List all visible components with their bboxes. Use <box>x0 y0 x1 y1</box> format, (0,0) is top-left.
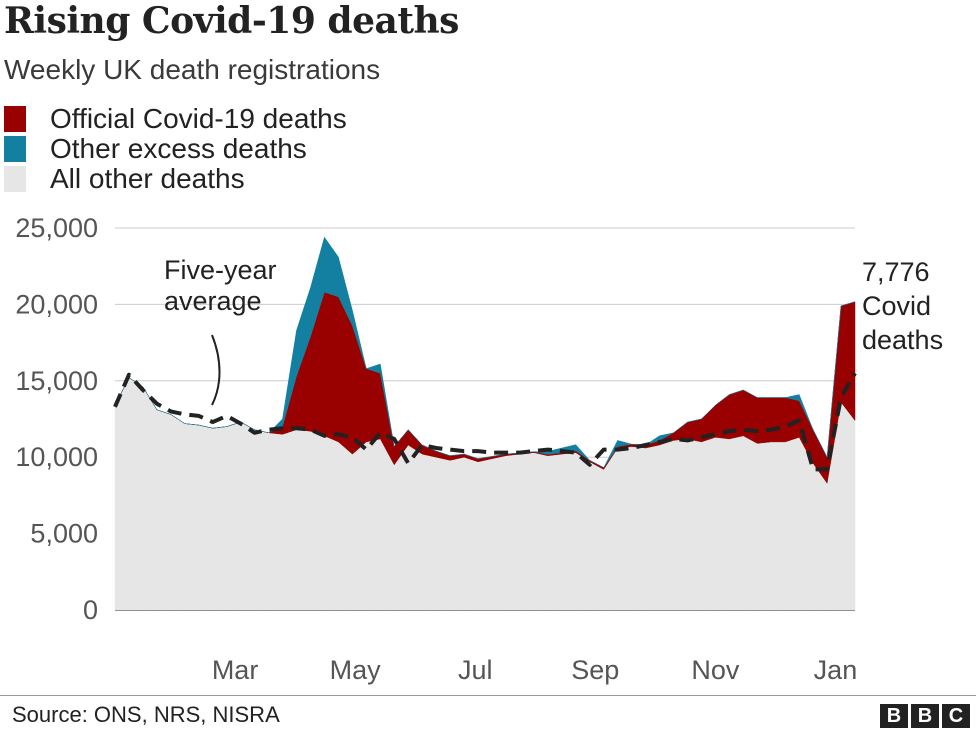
average-annotation-pointer <box>211 334 221 406</box>
legend-item-other: All other deaths <box>4 163 347 194</box>
legend-swatch-excess <box>4 136 26 162</box>
chart-plot: 0 5,000 10,000 15,000 20,000 25,000 Mar May Jul… <box>15 213 943 685</box>
legend-item-excess: Other excess deaths <box>4 133 347 164</box>
y-tick-label-15000: 15,000 <box>15 366 98 396</box>
y-axis-ticks: 0 5,000 10,000 15,000 20,000 25,000 <box>15 213 98 625</box>
y-tick-label-5000: 5,000 <box>30 519 98 549</box>
x-tick-label-mar: Mar <box>212 655 259 685</box>
bbc-logo-letter-c: C <box>942 704 970 728</box>
y-tick-label-20000: 20,000 <box>15 289 98 319</box>
chart-areas <box>114 236 856 611</box>
legend-swatch-other <box>4 166 26 192</box>
covid-annotation-line-1: 7,776 <box>862 257 930 287</box>
average-line-group <box>113 372 857 472</box>
legend-label-excess: Other excess deaths <box>50 133 307 164</box>
bbc-logo: B B C <box>880 704 970 728</box>
chart-title: Rising Covid-19 deaths <box>4 0 459 42</box>
x-tick-label-jul: Jul <box>458 655 493 685</box>
x-axis-ticks: Mar May Jul Sep Nov Jan <box>212 655 857 685</box>
area-other-excess-deaths <box>114 236 856 468</box>
y-tick-label-10000: 10,000 <box>15 442 98 472</box>
average-annotation-line-2: average <box>164 286 262 316</box>
legend: Official Covid-19 deaths Other excess de… <box>4 103 347 194</box>
chart-subtitle: Weekly UK death registrations <box>4 54 381 85</box>
legend-label-covid: Official Covid-19 deaths <box>50 103 347 134</box>
legend-label-other: All other deaths <box>50 163 245 194</box>
x-tick-label-nov: Nov <box>691 655 740 685</box>
y-tick-label-25000: 25,000 <box>15 213 98 243</box>
bbc-logo-letter-b2: B <box>911 704 939 728</box>
footer-divider <box>0 695 976 696</box>
average-annotation-line-1: Five-year <box>164 255 277 285</box>
x-tick-label-sep: Sep <box>571 655 619 685</box>
five-year-average-line <box>113 372 857 472</box>
y-tick-label-0: 0 <box>83 595 98 625</box>
covid-annotation-line-3: deaths <box>862 325 943 355</box>
covid-annotation-line-2: Covid <box>862 291 931 321</box>
legend-item-covid: Official Covid-19 deaths <box>4 103 347 134</box>
x-tick-label-jan: Jan <box>814 655 858 685</box>
bbc-logo-letter-b1: B <box>880 704 908 728</box>
source-note: Source: ONS, NRS, NISRA <box>12 702 280 727</box>
x-tick-label-may: May <box>330 655 382 685</box>
legend-swatch-covid <box>4 106 26 132</box>
